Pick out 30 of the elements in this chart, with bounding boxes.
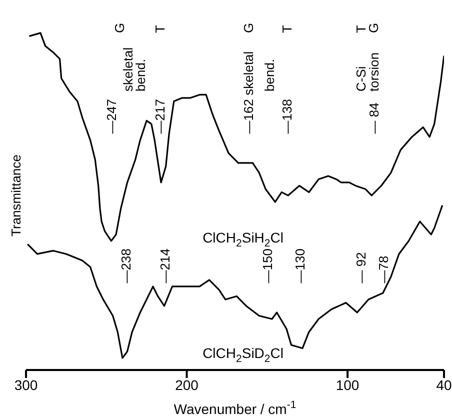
- annotation: bend.: [261, 58, 276, 92]
- annotation: —238: [118, 248, 134, 284]
- annotation: T: [352, 24, 368, 33]
- x-tick-label: 200: [175, 376, 199, 393]
- annotation: C-Si: [352, 66, 368, 92]
- x-tick-label: 100: [336, 376, 360, 393]
- y-axis-title: Transmittance: [8, 154, 24, 238]
- annotation: —214: [156, 248, 172, 284]
- series-label: ClCH$_{2}$SiD$_{2}$Cl: [202, 345, 284, 366]
- annotation: —162 skeletal: [240, 51, 256, 134]
- annotation: —150: [260, 248, 275, 284]
- annotation: torsion: [366, 52, 381, 92]
- annotation: —138: [278, 99, 294, 134]
- annotation: G: [112, 22, 127, 33]
- x-tick-label: 300: [14, 376, 38, 393]
- annotation: T: [152, 24, 167, 33]
- x-axis-title: Wavenumber / cm$^{-1}$: [174, 399, 296, 417]
- annotation: —217: [152, 99, 167, 134]
- annotation: bend.: [132, 58, 148, 92]
- text: ClCH$_{2}$SiH$_{2}$Cl: [202, 230, 284, 250]
- annotation: T: [278, 24, 294, 33]
- annotation: G: [366, 22, 381, 33]
- annotation: G: [240, 22, 256, 33]
- annotation: skeletal: [120, 47, 135, 92]
- annotation: —247: [104, 99, 119, 134]
- annotation: — 84: [366, 102, 381, 134]
- annotation: — 92: [352, 252, 368, 284]
- annotation: —130: [292, 248, 307, 284]
- x-tick-label: 40: [436, 376, 452, 393]
- annotation: —78: [375, 256, 390, 284]
